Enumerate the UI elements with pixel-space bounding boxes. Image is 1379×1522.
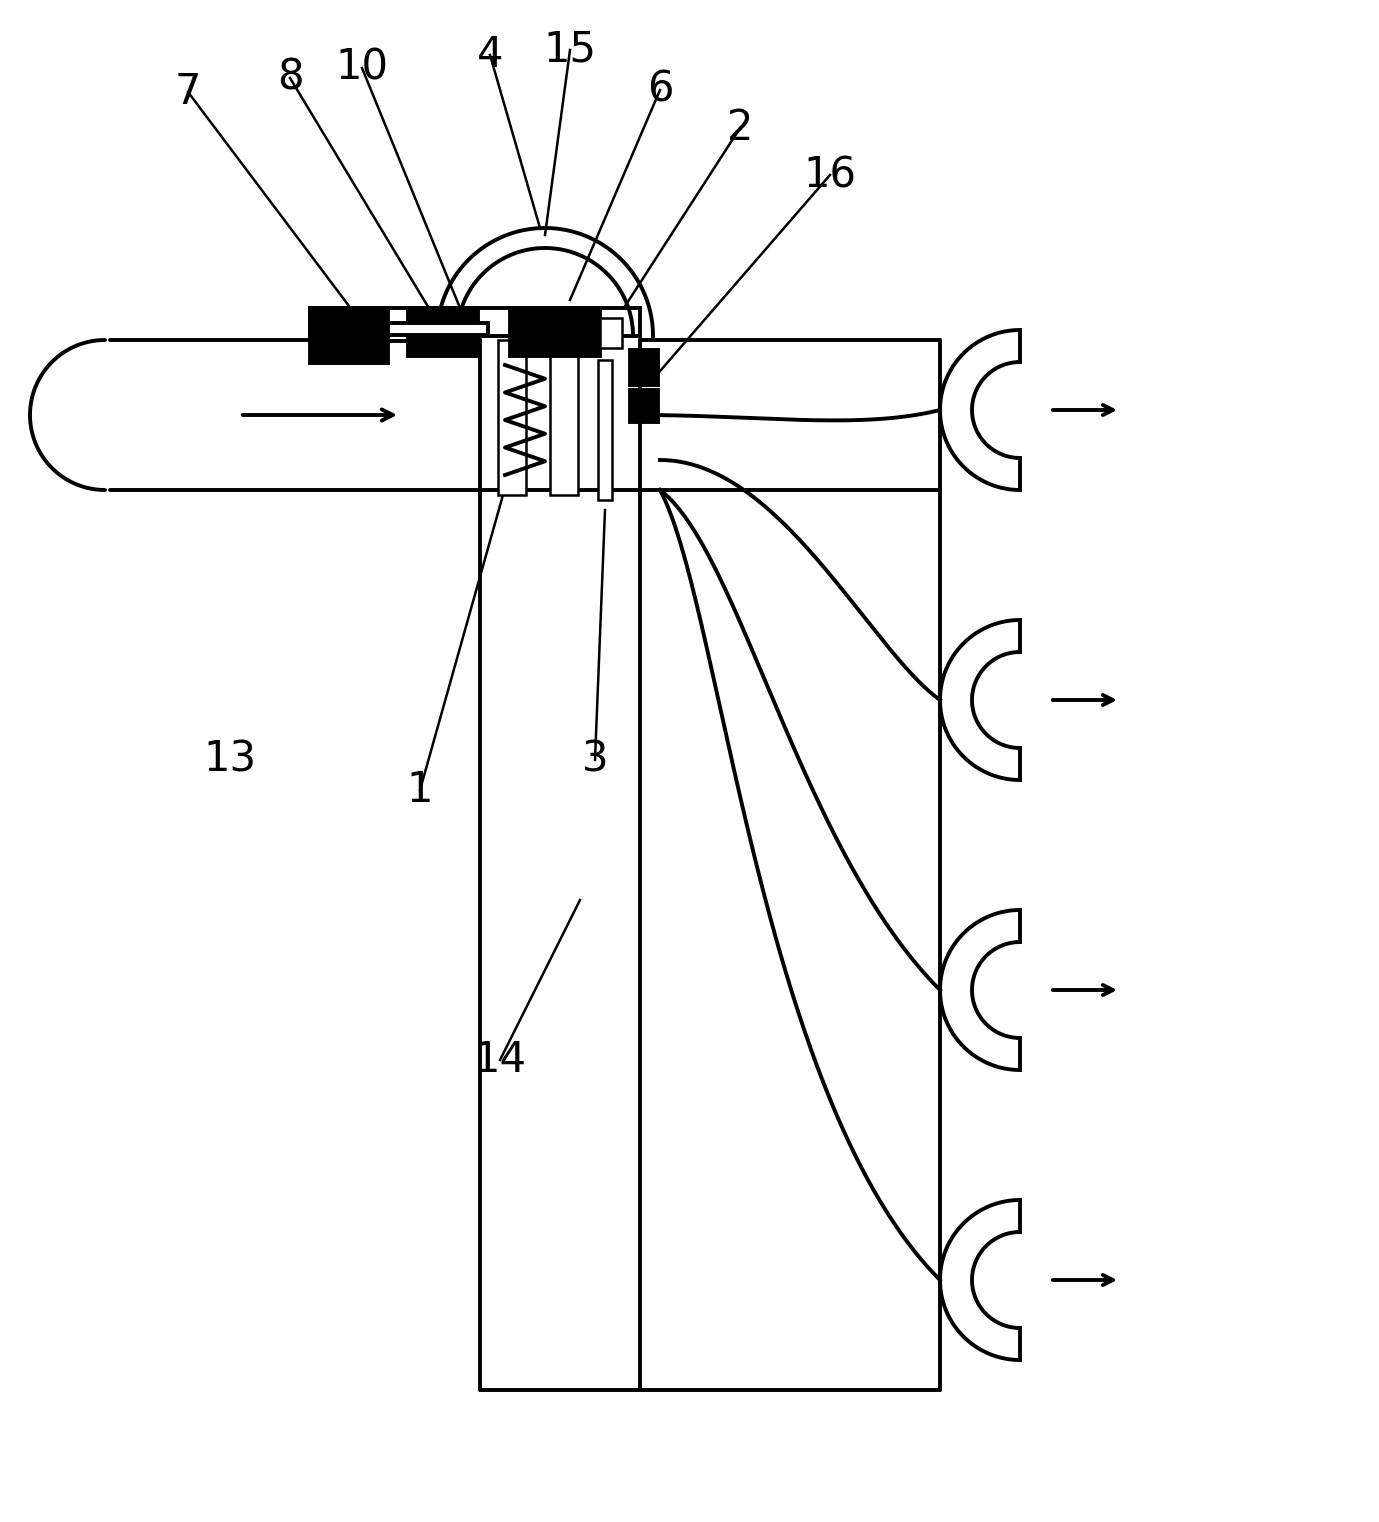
Bar — [600, 318, 622, 349]
Text: 2: 2 — [727, 107, 753, 149]
Bar — [408, 307, 479, 356]
Bar — [630, 390, 658, 422]
Text: 8: 8 — [277, 56, 303, 99]
Text: 7: 7 — [175, 72, 201, 113]
Text: 16: 16 — [804, 154, 856, 196]
Bar — [598, 361, 612, 501]
Bar — [510, 307, 600, 356]
Text: 14: 14 — [473, 1040, 527, 1081]
Text: 13: 13 — [204, 740, 256, 781]
Bar — [310, 307, 640, 336]
Text: 3: 3 — [582, 740, 608, 781]
Bar — [498, 339, 525, 495]
Bar — [387, 326, 408, 341]
Text: 15: 15 — [543, 29, 597, 72]
Bar — [387, 323, 488, 335]
Bar — [630, 350, 658, 385]
Bar — [550, 339, 578, 495]
Bar — [310, 307, 387, 364]
Text: 4: 4 — [477, 33, 503, 76]
Text: 10: 10 — [335, 47, 389, 88]
Text: 6: 6 — [647, 68, 673, 111]
Text: 1: 1 — [407, 769, 433, 811]
